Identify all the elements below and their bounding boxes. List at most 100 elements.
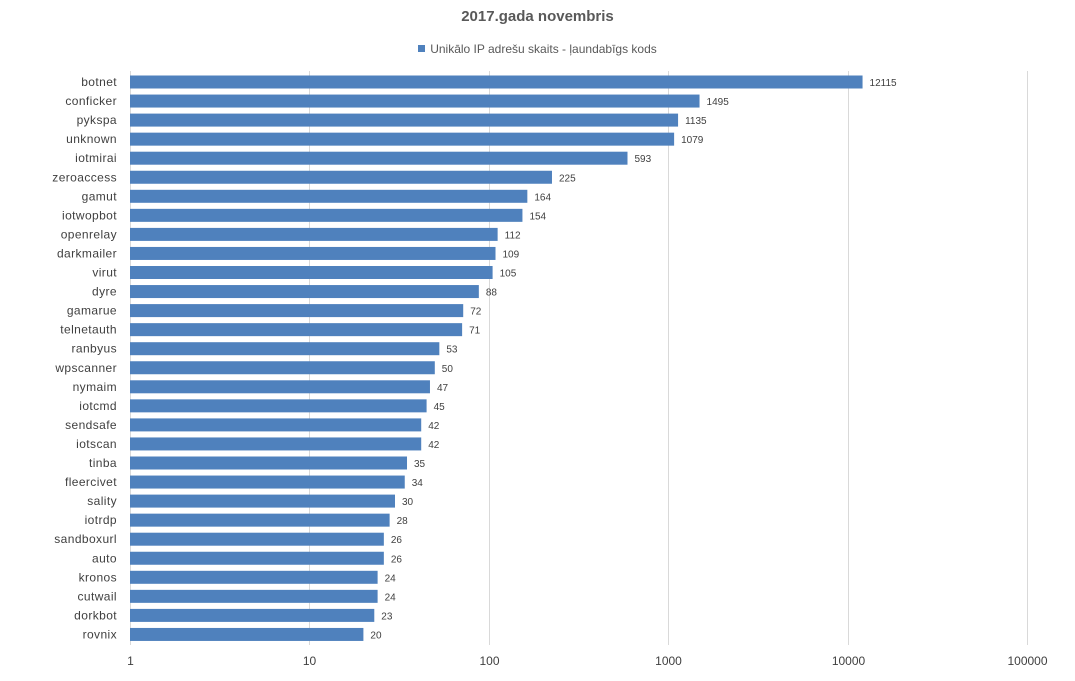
category-label-pykspa: pykspa <box>77 113 117 127</box>
data-label-gamut: 164 <box>534 192 551 203</box>
category-label-auto: auto <box>92 551 117 565</box>
data-label-sendsafe: 42 <box>428 421 440 432</box>
bar-tinba <box>130 456 408 470</box>
bar-kronos <box>130 570 378 584</box>
data-label-cutwail: 24 <box>385 592 397 603</box>
bar-sandboxurl <box>130 532 384 546</box>
category-label-iotrdp: iotrdp <box>85 513 117 527</box>
data-label-pykspa: 1135 <box>685 116 707 127</box>
legend-label: Unikālo IP adrešu skaits - ļaundabīgs ko… <box>430 42 657 56</box>
data-label-iotrdp: 28 <box>397 516 409 527</box>
category-label-openrelay: openrelay <box>61 227 117 241</box>
bar-dyre <box>130 285 479 299</box>
bars <box>130 75 863 641</box>
data-label-conficker: 1495 <box>707 97 730 108</box>
data-label-virut: 105 <box>500 269 517 280</box>
bar-iotcmd <box>130 399 427 413</box>
x-tick-label: 100000 <box>1007 654 1047 668</box>
bar-ranbyus <box>130 342 440 356</box>
x-tick-label: 100 <box>479 654 499 668</box>
bar-iotmirai <box>130 151 628 165</box>
data-label-zeroaccess: 225 <box>559 173 576 184</box>
bar-wpscanner <box>130 361 435 375</box>
category-label-ranbyus: ranbyus <box>72 342 118 356</box>
category-label-darkmailer: darkmailer <box>57 246 117 260</box>
category-label-kronos: kronos <box>79 570 117 584</box>
category-label-unknown: unknown <box>66 132 117 146</box>
data-label-fleercivet: 34 <box>412 478 424 489</box>
legend: Unikālo IP adrešu skaits - ļaundabīgs ko… <box>0 42 1075 56</box>
bar-openrelay <box>130 227 498 241</box>
data-label-sandboxurl: 26 <box>391 535 403 546</box>
bar-virut <box>130 266 493 279</box>
data-label-dyre: 88 <box>486 288 498 299</box>
bar-dorkbot <box>130 608 375 622</box>
data-label-rovnix: 20 <box>370 630 382 641</box>
category-label-cutwail: cutwail <box>78 589 117 603</box>
category-label-iotscan: iotscan <box>76 437 117 451</box>
data-label-ranbyus: 53 <box>446 345 458 356</box>
category-label-dyre: dyre <box>92 285 117 299</box>
data-label-wpscanner: 50 <box>442 364 454 375</box>
bar-iotrdp <box>130 513 390 527</box>
bar-rovnix <box>130 627 364 641</box>
category-labels: botnet conficker pykspa unknown iotmirai zero… <box>52 75 117 641</box>
data-label-auto: 26 <box>391 554 403 565</box>
data-label-darkmailer: 109 <box>503 249 520 260</box>
category-label-gamarue: gamarue <box>67 304 117 318</box>
bar-cutwail <box>130 589 378 603</box>
bar-fleercivet <box>130 475 405 489</box>
bar-iotscan <box>130 437 422 451</box>
gridlines <box>130 71 1028 645</box>
bar-sendsafe <box>130 418 422 432</box>
bar-unknown <box>130 132 675 146</box>
category-label-gamut: gamut <box>82 189 118 203</box>
bar-nymaim <box>130 380 430 394</box>
data-label-kronos: 24 <box>385 573 397 584</box>
category-label-wpscanner: wpscanner <box>54 361 117 375</box>
data-label-iotmirai: 593 <box>634 154 651 165</box>
category-label-sendsafe: sendsafe <box>65 418 117 432</box>
bar-darkmailer <box>130 246 496 260</box>
data-label-unknown: 1079 <box>681 135 704 146</box>
category-label-rovnix: rovnix <box>83 627 117 641</box>
data-label-dorkbot: 23 <box>381 611 393 622</box>
data-label-gamarue: 72 <box>470 307 482 318</box>
bar-telnetauth <box>130 323 463 337</box>
bar-iotwopbot <box>130 208 523 222</box>
bar-botnet <box>130 75 863 89</box>
category-label-iotmirai: iotmirai <box>75 151 117 165</box>
category-label-telnetauth: telnetauth <box>60 323 117 337</box>
category-label-nymaim: nymaim <box>73 380 117 394</box>
data-label-tinba: 35 <box>414 459 426 470</box>
data-label-iotcmd: 45 <box>434 402 446 413</box>
category-label-iotwopbot: iotwopbot <box>62 208 117 222</box>
data-label-telnetauth: 71 <box>469 326 481 337</box>
bar-auto <box>130 551 384 565</box>
bar-zeroaccess <box>130 170 552 184</box>
category-label-sality: sality <box>87 494 117 508</box>
chart-title: 2017.gada novembris <box>461 8 614 25</box>
data-label-nymaim: 47 <box>437 383 449 394</box>
bar-gamut <box>130 189 528 203</box>
data-label-openrelay: 112 <box>505 230 521 241</box>
category-label-conficker: conficker <box>65 94 117 108</box>
bar-pykspa <box>130 113 679 127</box>
x-axis-tick-labels: 1 10 100 1000 10000 100000 <box>127 654 1048 668</box>
data-label-sality: 30 <box>402 497 414 508</box>
x-tick-label: 1 <box>127 654 134 668</box>
data-label-botnet: 12115 <box>870 78 898 89</box>
legend-swatch <box>418 45 426 52</box>
bar-sality <box>130 494 395 508</box>
category-label-zeroaccess: zeroaccess <box>52 170 117 184</box>
data-label-iotscan: 42 <box>428 440 440 451</box>
category-label-sandboxurl: sandboxurl <box>54 532 117 546</box>
x-tick-label: 1000 <box>655 654 682 668</box>
bar-gamarue <box>130 304 464 318</box>
category-label-tinba: tinba <box>89 456 117 470</box>
category-label-iotcmd: iotcmd <box>79 399 117 413</box>
category-label-virut: virut <box>92 266 117 280</box>
data-label-iotwopbot: 154 <box>529 211 546 222</box>
